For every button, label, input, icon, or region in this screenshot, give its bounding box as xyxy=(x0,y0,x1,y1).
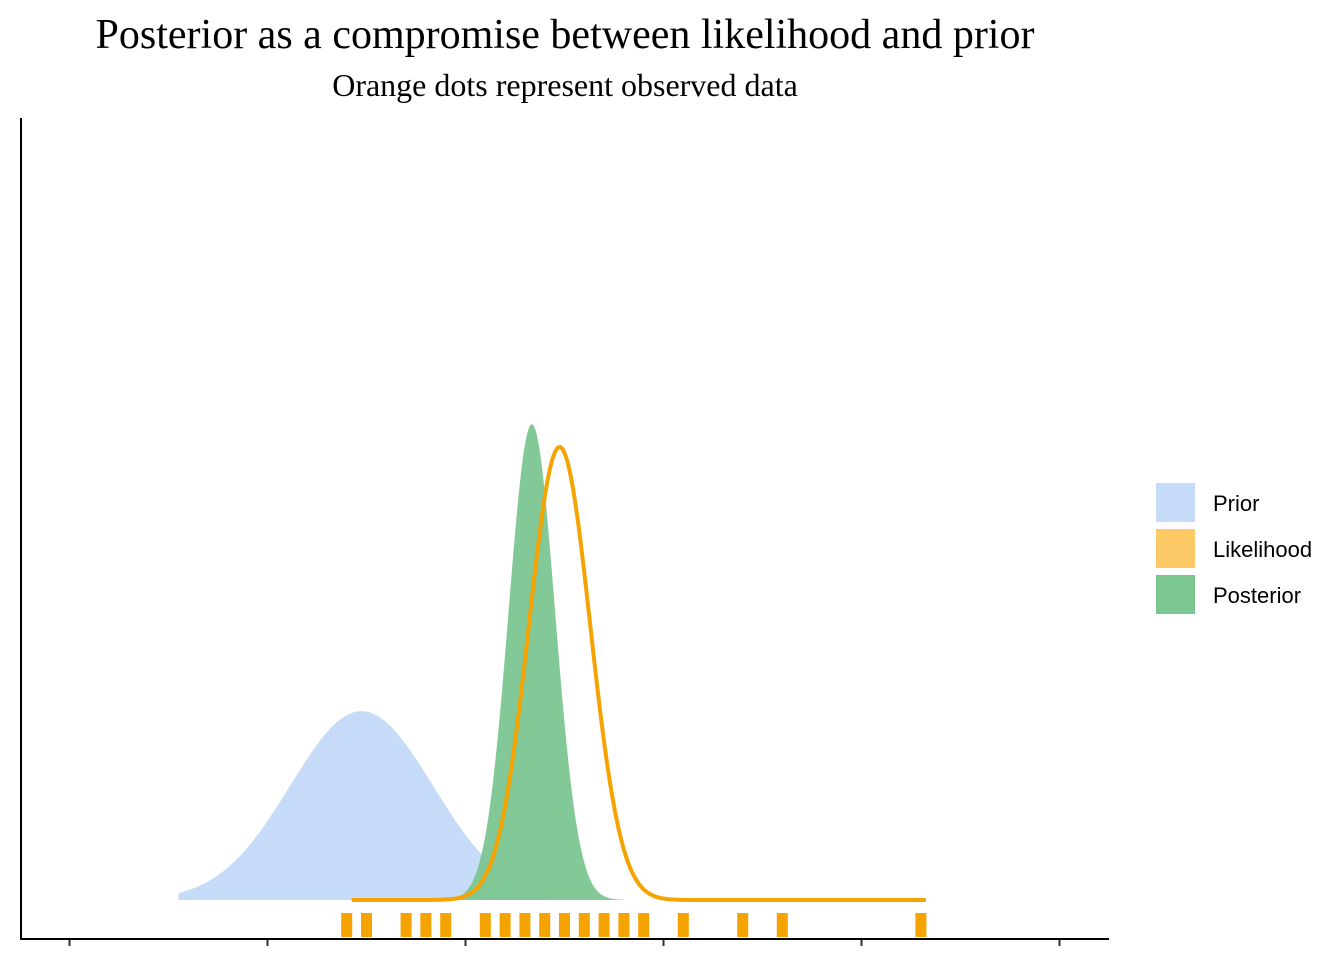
observed-data-mark xyxy=(737,913,749,937)
legend-swatch-posterior xyxy=(1156,575,1195,614)
legend-label-prior: Prior xyxy=(1213,491,1259,516)
observed-data-mark xyxy=(915,913,927,937)
observed-data-mark xyxy=(420,913,432,937)
observed-data-mark xyxy=(559,913,570,937)
observed-data-mark xyxy=(440,913,452,937)
prior-density-area xyxy=(178,711,550,900)
observed-data-mark xyxy=(598,913,610,937)
plot-area xyxy=(178,424,927,937)
legend-label-posterior: Posterior xyxy=(1213,583,1301,608)
posterior-density-area xyxy=(450,424,624,900)
legend-label-likelihood: Likelihood xyxy=(1213,537,1312,562)
observed-data-mark xyxy=(361,913,372,937)
likelihood-density-line xyxy=(351,445,926,902)
observed-data-mark xyxy=(618,913,630,937)
observed-data-mark xyxy=(578,913,590,937)
x-axis-ticks xyxy=(68,940,1061,946)
observed-data-mark xyxy=(677,913,689,937)
observed-data-mark xyxy=(519,913,531,937)
observed-data-mark xyxy=(499,913,511,937)
legend-swatch-likelihood xyxy=(1156,529,1195,568)
chart-subtitle: Orange dots represent observed data xyxy=(332,67,798,103)
observed-data-mark xyxy=(776,913,788,937)
observed-data-mark xyxy=(341,913,353,937)
observed-data-mark xyxy=(400,913,412,937)
observed-data-mark xyxy=(638,913,650,937)
observed-data-mark xyxy=(479,913,491,937)
legend-swatch-prior xyxy=(1156,483,1195,522)
legend: Prior Likelihood Posterior xyxy=(1156,483,1312,614)
chart-title: Posterior as a compromise between likeli… xyxy=(96,12,1035,58)
observed-data-mark xyxy=(539,913,551,937)
